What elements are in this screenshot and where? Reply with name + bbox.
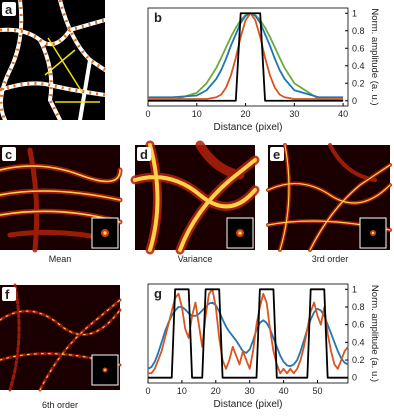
y-axis-label: Norm. amplitude (a. u.) <box>369 285 380 382</box>
series-line <box>148 288 348 379</box>
panel-label: g <box>154 286 162 301</box>
panel-a-image <box>0 0 107 122</box>
x-tick-label: 10 <box>177 386 187 396</box>
series-line <box>147 301 349 370</box>
y-tick-label: 0.2 <box>352 355 365 365</box>
panel-caption: Mean <box>49 254 72 264</box>
panel-c-image <box>0 145 123 253</box>
y-tick-label: 0.4 <box>352 61 365 71</box>
series-line <box>148 12 344 102</box>
x-axis-label: Distance (pixel) <box>214 122 283 133</box>
x-tick-label: 30 <box>289 109 299 119</box>
y-tick-label: 0.2 <box>352 78 365 88</box>
panel-label: b <box>154 10 162 25</box>
x-tick-label: 20 <box>241 109 251 119</box>
panel-e-image <box>266 143 392 252</box>
y-tick-label: 0.8 <box>352 302 365 312</box>
panel-caption: 3rd order <box>312 254 349 264</box>
y-tick-label: 1 <box>352 8 357 18</box>
x-tick-label: 0 <box>145 386 150 396</box>
y-axis-label: Norm. amplitude (a. u.) <box>369 8 380 105</box>
series-line <box>148 12 344 99</box>
panel-label: c <box>5 147 12 162</box>
panel-caption: 6th order <box>42 400 78 410</box>
y-tick-label: 0.6 <box>352 43 365 53</box>
x-tick-label: 40 <box>279 386 289 396</box>
x-tick-label: 0 <box>145 109 150 119</box>
panel-d-image <box>130 140 260 255</box>
y-tick-label: 0.6 <box>352 320 365 330</box>
panel-label: f <box>5 287 10 302</box>
panel-label: d <box>140 147 148 162</box>
x-axis-label: Distance (pixel) <box>214 399 283 410</box>
y-tick-label: 0 <box>352 373 357 383</box>
y-tick-label: 0.8 <box>352 26 365 36</box>
panel-f-image <box>0 283 122 392</box>
x-tick-label: 30 <box>245 386 255 396</box>
series-line <box>148 12 344 100</box>
panel-label: a <box>5 2 13 17</box>
series-line <box>147 12 344 102</box>
panel-label: e <box>273 147 280 162</box>
x-tick-label: 10 <box>192 109 202 119</box>
series-line <box>148 288 349 375</box>
x-tick-label: 40 <box>338 109 348 119</box>
x-tick-label: 50 <box>312 386 322 396</box>
y-tick-label: 0 <box>352 96 357 106</box>
plot-frame <box>147 283 349 384</box>
panel-caption: Variance <box>178 254 213 264</box>
y-tick-label: 0.4 <box>352 337 365 347</box>
y-tick-label: 1 <box>352 284 357 294</box>
plot-frame <box>147 7 349 107</box>
x-tick-label: 20 <box>211 386 221 396</box>
